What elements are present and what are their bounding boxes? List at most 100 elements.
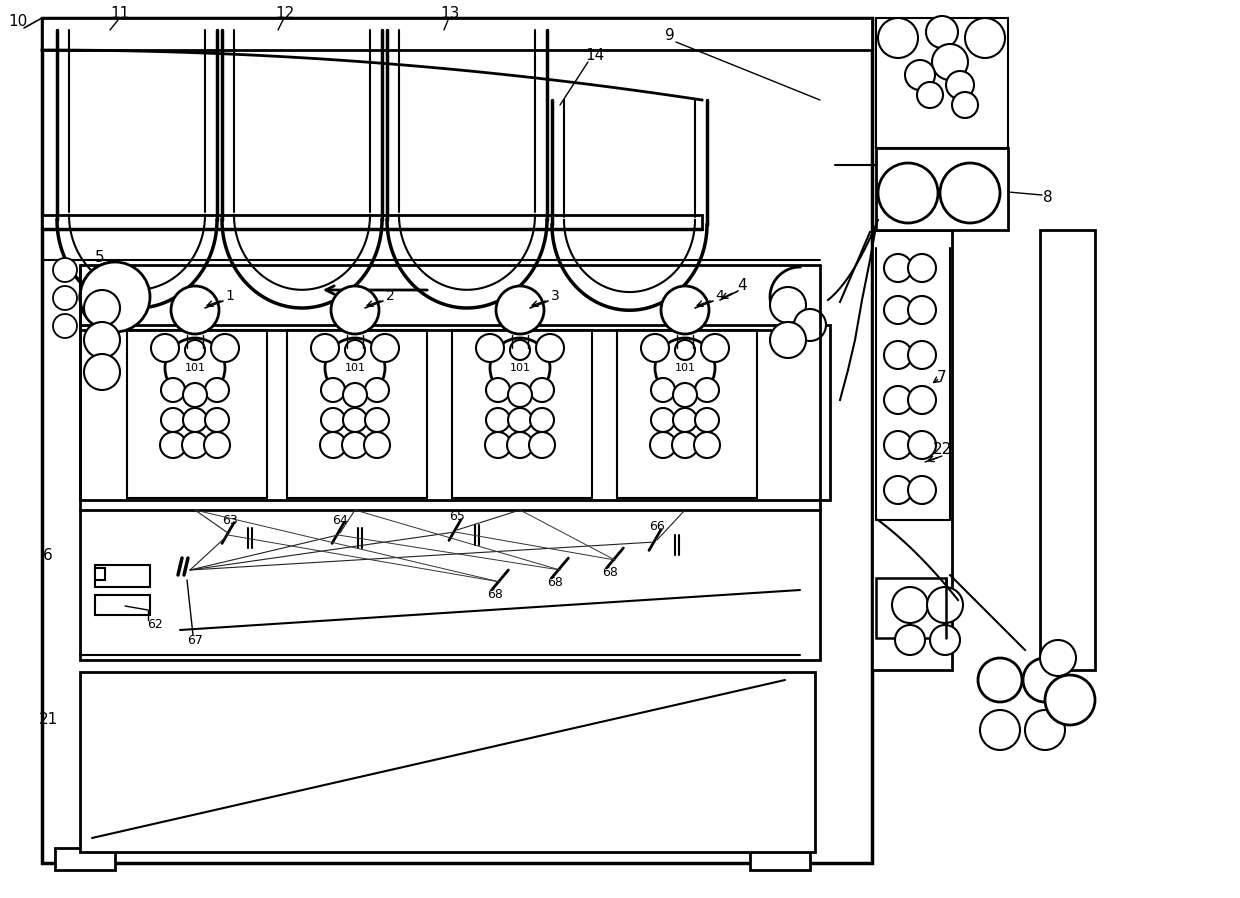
Circle shape — [185, 340, 205, 360]
Text: 101: 101 — [675, 363, 696, 373]
Circle shape — [171, 286, 219, 334]
Text: 8: 8 — [1043, 190, 1053, 206]
Bar — [872, 230, 952, 670]
Circle shape — [661, 286, 709, 334]
Circle shape — [486, 378, 510, 402]
Bar — [618, 330, 756, 498]
Circle shape — [980, 710, 1021, 750]
Circle shape — [342, 432, 368, 458]
Text: 64: 64 — [332, 514, 348, 526]
Circle shape — [884, 296, 911, 324]
Circle shape — [507, 432, 533, 458]
Bar — [42, 18, 872, 50]
Circle shape — [884, 386, 911, 414]
Circle shape — [331, 286, 379, 334]
Circle shape — [908, 386, 936, 414]
Text: 9: 9 — [665, 28, 675, 42]
Circle shape — [930, 625, 960, 655]
Circle shape — [321, 378, 345, 402]
Bar — [453, 330, 591, 498]
Text: 4: 4 — [738, 277, 746, 293]
Text: 67: 67 — [187, 633, 203, 647]
Circle shape — [365, 378, 389, 402]
Circle shape — [508, 383, 532, 407]
Bar — [1040, 230, 1095, 670]
Circle shape — [694, 408, 719, 432]
Circle shape — [651, 378, 675, 402]
Circle shape — [908, 254, 936, 282]
Circle shape — [1040, 640, 1076, 676]
Circle shape — [365, 432, 391, 458]
Circle shape — [926, 16, 959, 48]
Circle shape — [536, 334, 564, 362]
Circle shape — [184, 383, 207, 407]
Text: 66: 66 — [649, 521, 665, 533]
Text: 13: 13 — [440, 6, 460, 22]
Circle shape — [485, 432, 511, 458]
Text: 68: 68 — [603, 566, 618, 578]
Circle shape — [932, 44, 968, 80]
Circle shape — [84, 290, 120, 326]
Circle shape — [650, 432, 676, 458]
Circle shape — [770, 287, 806, 323]
Circle shape — [53, 258, 77, 282]
Bar — [55, 848, 115, 870]
Circle shape — [151, 334, 179, 362]
Text: 6: 6 — [43, 548, 53, 562]
Circle shape — [946, 71, 973, 99]
Circle shape — [655, 338, 715, 398]
Circle shape — [476, 334, 503, 362]
Circle shape — [694, 378, 719, 402]
Circle shape — [895, 625, 925, 655]
Circle shape — [184, 408, 207, 432]
Bar — [95, 568, 105, 580]
Circle shape — [908, 476, 936, 504]
Circle shape — [81, 262, 150, 332]
Circle shape — [53, 286, 77, 310]
Text: 12: 12 — [275, 6, 295, 22]
Text: 68: 68 — [487, 587, 503, 601]
Text: 11: 11 — [110, 6, 130, 22]
Circle shape — [321, 408, 345, 432]
Text: 4: 4 — [715, 289, 724, 303]
Circle shape — [486, 408, 510, 432]
Circle shape — [345, 340, 365, 360]
Circle shape — [496, 286, 544, 334]
Circle shape — [918, 82, 942, 108]
Circle shape — [84, 354, 120, 390]
Circle shape — [205, 378, 229, 402]
Text: 3: 3 — [551, 289, 559, 303]
Circle shape — [878, 18, 918, 58]
Circle shape — [794, 309, 826, 341]
Text: 5: 5 — [95, 251, 105, 266]
Text: 14: 14 — [585, 48, 605, 63]
Circle shape — [675, 340, 694, 360]
Circle shape — [165, 338, 224, 398]
Text: 2: 2 — [386, 289, 394, 303]
Circle shape — [878, 163, 937, 223]
Circle shape — [1023, 658, 1066, 702]
Circle shape — [343, 383, 367, 407]
Circle shape — [343, 408, 367, 432]
Circle shape — [908, 431, 936, 459]
Bar — [875, 18, 1008, 148]
Circle shape — [161, 408, 185, 432]
Circle shape — [510, 340, 529, 360]
Text: 63: 63 — [222, 514, 238, 526]
Text: 101: 101 — [185, 363, 206, 373]
Circle shape — [529, 408, 554, 432]
Bar — [126, 330, 267, 498]
Text: 65: 65 — [449, 510, 465, 524]
Circle shape — [978, 658, 1022, 702]
Bar — [42, 18, 872, 863]
Circle shape — [371, 334, 399, 362]
Text: 7: 7 — [937, 371, 947, 385]
Circle shape — [529, 432, 556, 458]
Circle shape — [325, 338, 384, 398]
Circle shape — [770, 322, 806, 358]
Circle shape — [908, 341, 936, 369]
Circle shape — [940, 163, 999, 223]
Circle shape — [884, 476, 911, 504]
Circle shape — [673, 408, 697, 432]
Bar — [750, 848, 810, 870]
